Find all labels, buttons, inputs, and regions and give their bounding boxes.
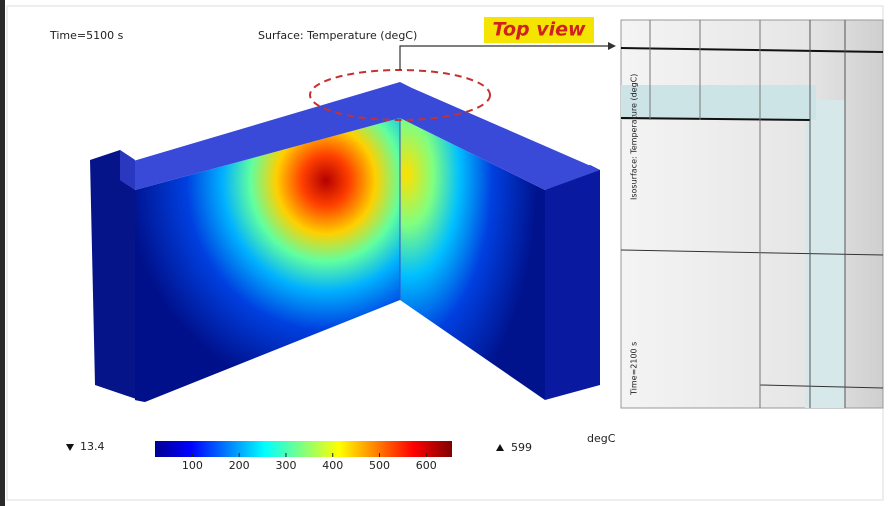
colorbar-tick-label: 500 (369, 459, 390, 472)
screenshot: Time=5100 s Surface: Temperature (degC) … (0, 0, 889, 506)
plot-title: Surface: Temperature (degC) (258, 29, 417, 42)
annotation: Top view (492, 19, 586, 41)
top-view-time: Time=2100 s (630, 342, 639, 396)
top-view-title: Isosurface: Temperature (degC) (630, 74, 639, 200)
max-value: 599 (511, 441, 532, 454)
colorbar-tick-label: 100 (182, 459, 203, 472)
colorbar-tick-label: 600 (416, 459, 437, 472)
colorbar-gradient (155, 441, 452, 457)
colorbar-tick-label: 300 (275, 459, 296, 472)
top-view-panel (621, 20, 883, 408)
left-edge (0, 0, 5, 506)
colorbar-tick-label: 400 (322, 459, 343, 472)
time-label: Time=5100 s (49, 29, 124, 42)
min-value: 13.4 (80, 440, 105, 453)
legend-unit: degC (587, 432, 616, 445)
colorbar (155, 441, 452, 457)
colorbar-tick-label: 200 (229, 459, 250, 472)
